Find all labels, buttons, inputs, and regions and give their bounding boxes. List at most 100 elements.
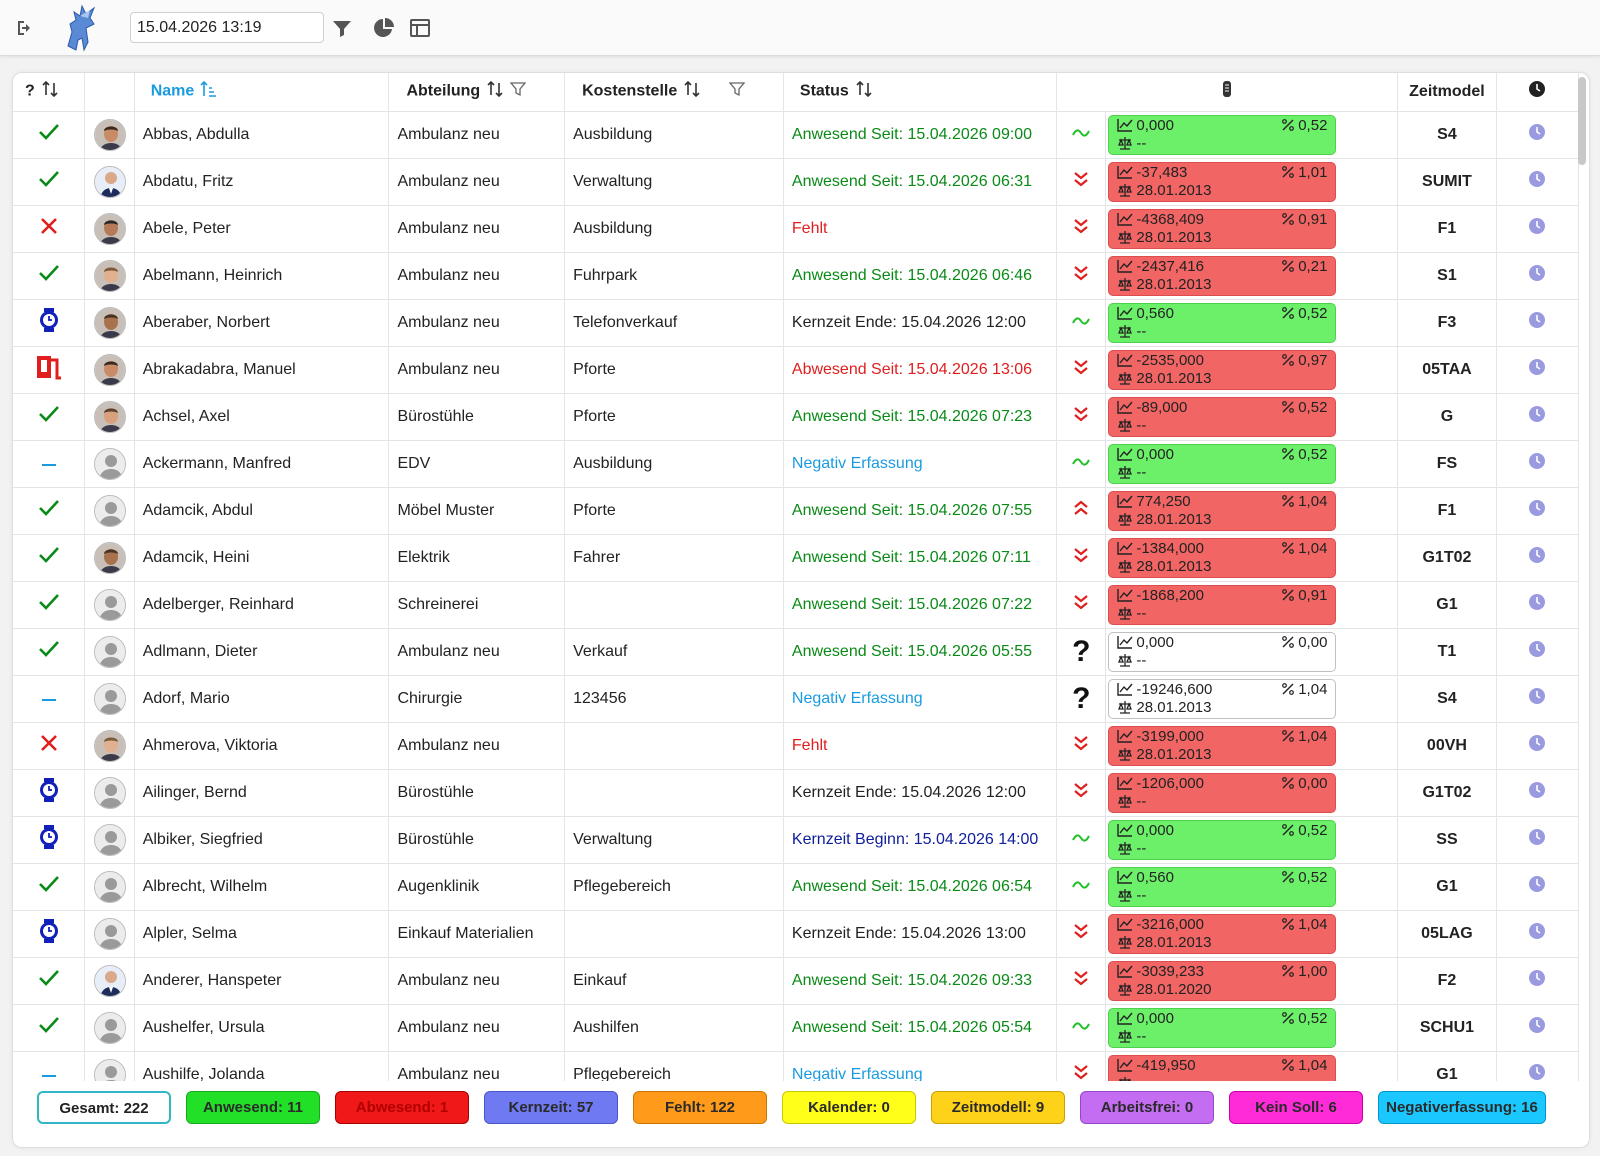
table-row[interactable]: Achsel, Axel Bürostühle Pforte Anwesend Sei… xyxy=(13,393,1580,441)
balance-badge[interactable]: -3216,000 1,04 28.01.2013 xyxy=(1108,913,1337,954)
balance-badge[interactable]: -2535,000 0,97 28.01.2013 xyxy=(1108,349,1337,390)
employee-name[interactable]: Albiker, Siegfried xyxy=(134,816,390,864)
avatar[interactable] xyxy=(93,400,126,433)
column-header-kostenstelle[interactable]: Kostenstelle xyxy=(564,73,784,112)
filter-icon[interactable] xyxy=(509,81,527,102)
table-row[interactable]: Adamcik, Abdul Möbel Muster Pforte Anwesend… xyxy=(13,487,1580,535)
clock-icon[interactable] xyxy=(1528,359,1546,380)
table-row[interactable]: Albiker, Siegfried Bürostühle Verwaltung Ke… xyxy=(13,816,1580,864)
avatar[interactable] xyxy=(93,823,126,856)
summary-button[interactable]: Zeitmodell: 9 xyxy=(931,1091,1065,1124)
datetime-input[interactable]: 15.04.2026 13:19 xyxy=(130,12,324,43)
employee-name[interactable]: Ahmerova, Viktoria xyxy=(134,722,390,770)
column-header-name[interactable]: Name xyxy=(134,73,390,112)
avatar[interactable] xyxy=(93,635,126,668)
table-row[interactable]: Adamcik, Heini Elektrik Fahrer Anwesend Sei… xyxy=(13,534,1580,582)
avatar[interactable] xyxy=(93,682,126,715)
sort-icon[interactable] xyxy=(41,80,59,103)
balance-badge[interactable]: -3199,000 1,04 28.01.2013 xyxy=(1108,725,1337,766)
employee-name[interactable]: Adorf, Mario xyxy=(134,675,390,723)
summary-button[interactable]: Kalender: 0 xyxy=(782,1091,916,1124)
clock-icon[interactable] xyxy=(1528,171,1546,192)
clock-icon[interactable] xyxy=(1528,500,1546,521)
avatar[interactable] xyxy=(93,353,126,386)
clock-icon[interactable] xyxy=(1528,735,1546,756)
balance-badge[interactable]: -4368,409 0,91 28.01.2013 xyxy=(1108,208,1337,249)
balance-badge[interactable]: -2437,416 0,21 28.01.2013 xyxy=(1108,255,1337,296)
vertical-scrollbar[interactable] xyxy=(1577,77,1587,1073)
balance-badge[interactable]: -1206,000 0,00 -- xyxy=(1108,772,1337,813)
clock-icon[interactable] xyxy=(1528,876,1546,897)
clock-icon[interactable] xyxy=(1528,970,1546,991)
balance-badge[interactable]: 0,000 0,52 -- xyxy=(1108,114,1337,155)
clock-icon[interactable] xyxy=(1528,218,1546,239)
balance-badge[interactable]: -1868,200 0,91 -- xyxy=(1108,584,1337,625)
table-row[interactable]: Ahmerova, Viktoria Ambulanz neu Fehlt -3199… xyxy=(13,722,1580,770)
avatar[interactable] xyxy=(93,541,126,574)
employee-name[interactable]: Ackermann, Manfred xyxy=(134,440,390,488)
table-row[interactable]: Adorf, Mario Chirurgie 123456 Negativ Erfas… xyxy=(13,675,1580,723)
clock-icon[interactable] xyxy=(1528,265,1546,286)
table-row[interactable]: Albrecht, Wilhelm Augenklinik Pflegebereic… xyxy=(13,863,1580,911)
employee-name[interactable]: Abrakadabra, Manuel xyxy=(134,346,390,394)
employee-name[interactable]: Abbas, Abdulla xyxy=(134,111,390,159)
avatar[interactable] xyxy=(93,494,126,527)
summary-button[interactable]: Gesamt: 222 xyxy=(37,1091,171,1124)
summary-button[interactable]: Anwesend: 11 xyxy=(186,1091,320,1124)
avatar[interactable] xyxy=(93,1011,126,1044)
avatar[interactable] xyxy=(93,259,126,292)
table-row[interactable]: Abele, Peter Ambulanz neu Ausbildung Fehlt -… xyxy=(13,205,1580,253)
table-row[interactable]: Abbas, Abdulla Ambulanz neu Ausbildung Anwe… xyxy=(13,111,1580,159)
avatar[interactable] xyxy=(93,165,126,198)
filter-icon[interactable] xyxy=(330,16,354,40)
clock-icon[interactable] xyxy=(1528,641,1546,662)
clock-icon[interactable] xyxy=(1528,1064,1546,1085)
table-row[interactable]: Alpler, Selma Einkauf Materialien Kernzeit… xyxy=(13,910,1580,958)
table-row[interactable]: Abelmann, Heinrich Ambulanz neu Fuhrpark An… xyxy=(13,252,1580,300)
employee-name[interactable]: Adlmann, Dieter xyxy=(134,628,390,676)
employee-name[interactable]: Achsel, Axel xyxy=(134,393,390,441)
sort-icon[interactable] xyxy=(855,80,873,103)
employee-name[interactable]: Aberaber, Norbert xyxy=(134,299,390,347)
avatar[interactable] xyxy=(93,212,126,245)
table-row[interactable]: Aushelfer, Ursula Ambulanz neu Aushilfen An… xyxy=(13,1004,1580,1052)
filter-icon[interactable] xyxy=(728,81,746,102)
table-row[interactable]: Adelberger, Reinhard Schreinerei Anwesend … xyxy=(13,581,1580,629)
employee-name[interactable]: Albrecht, Wilhelm xyxy=(134,863,390,911)
column-header-zeitmodel[interactable]: Zeitmodel xyxy=(1397,73,1497,112)
summary-button[interactable]: Arbeitsfrei: 0 xyxy=(1080,1091,1214,1124)
column-header-check[interactable]: ? xyxy=(13,73,86,112)
employee-name[interactable]: Ailinger, Bernd xyxy=(134,769,390,817)
clock-icon[interactable] xyxy=(1528,923,1546,944)
table-row[interactable]: Abdatu, Fritz Ambulanz neu Verwaltung Anwes… xyxy=(13,158,1580,206)
summary-button[interactable]: Kernzeit: 57 xyxy=(484,1091,618,1124)
avatar[interactable] xyxy=(93,729,126,762)
balance-badge[interactable]: -89,000 0,52 -- xyxy=(1108,396,1337,437)
avatar[interactable] xyxy=(93,118,126,151)
employee-name[interactable]: Adelberger, Reinhard xyxy=(134,581,390,629)
table-row[interactable]: Aberaber, Norbert Ambulanz neu Telefonverk… xyxy=(13,299,1580,347)
table-row[interactable]: Adlmann, Dieter Ambulanz neu Verkauf Anwese… xyxy=(13,628,1580,676)
avatar[interactable] xyxy=(93,447,126,480)
pie-chart-icon[interactable] xyxy=(372,16,396,40)
balance-badge[interactable]: 0,000 0,52 -- xyxy=(1108,819,1337,860)
clock-icon[interactable] xyxy=(1528,406,1546,427)
balance-badge[interactable]: -3039,233 1,00 28.01.2020 xyxy=(1108,960,1337,1001)
balance-badge[interactable]: 0,000 0,52 -- xyxy=(1108,443,1337,484)
summary-button[interactable]: Fehlt: 122 xyxy=(633,1091,767,1124)
summary-button[interactable]: Abwesend: 1 xyxy=(335,1091,469,1124)
clock-icon[interactable] xyxy=(1528,1017,1546,1038)
employee-name[interactable]: Aushelfer, Ursula xyxy=(134,1004,390,1052)
balance-badge[interactable]: -19246,600 1,04 28.01.2013 xyxy=(1108,678,1337,719)
sort-ascending-icon[interactable] xyxy=(200,80,218,103)
clock-icon[interactable] xyxy=(1528,453,1546,474)
balance-badge[interactable]: 0,560 0,52 -- xyxy=(1108,866,1337,907)
clock-icon[interactable] xyxy=(1528,594,1546,615)
clock-icon[interactable] xyxy=(1528,312,1546,333)
layout-icon[interactable] xyxy=(408,16,432,40)
table-row[interactable]: Ackermann, Manfred EDV Ausbildung Negativ E… xyxy=(13,440,1580,488)
summary-button[interactable]: Negativerfassung: 16 xyxy=(1378,1091,1546,1124)
avatar[interactable] xyxy=(93,917,126,950)
avatar[interactable] xyxy=(93,776,126,809)
avatar[interactable] xyxy=(93,870,126,903)
